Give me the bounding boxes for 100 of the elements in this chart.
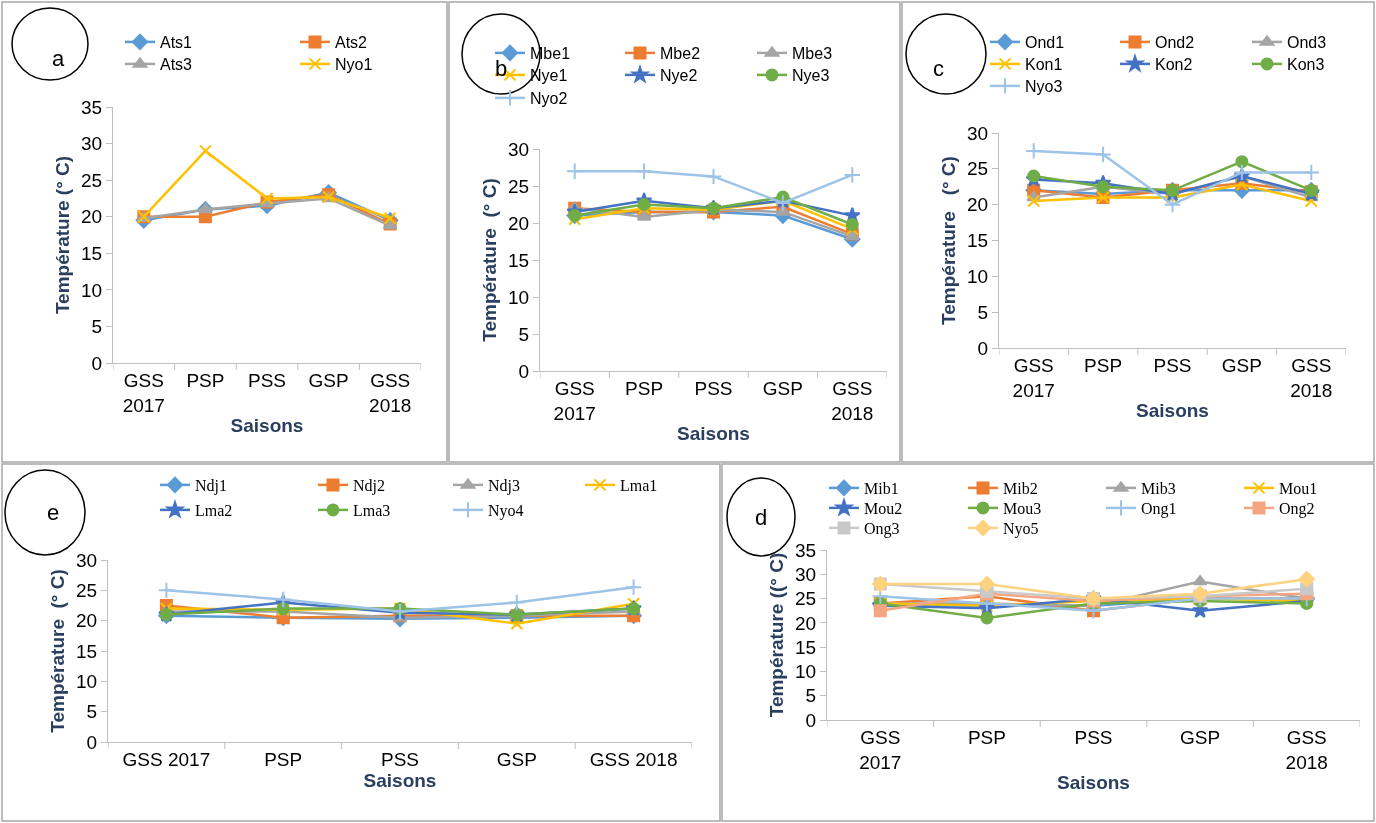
- y-axis-title: Température (° C): [478, 178, 500, 342]
- legend-label: Mou3: [1003, 500, 1042, 518]
- y-tick-label: 35: [795, 539, 817, 561]
- y-tick-label: 5: [977, 301, 989, 323]
- x-tick-label: GSP: [496, 748, 537, 770]
- legend-label: Nye3: [792, 67, 830, 85]
- x-tick-label: GSS 2017: [553, 377, 596, 424]
- legend-label: Nye2: [660, 67, 698, 85]
- x-tick-label: GSS 2018: [369, 369, 412, 416]
- legend-label: Ond2: [1155, 34, 1195, 52]
- text: c: [933, 56, 944, 81]
- legend-label: Ndj3: [488, 477, 520, 496]
- y-tick-label: 10: [76, 670, 98, 692]
- y-axis-title: Température (° C): [937, 156, 959, 325]
- legend-label: Ong2: [1279, 500, 1315, 519]
- x-tick-label: GSS 2017: [122, 748, 211, 770]
- x-tick-label: GSS 2018: [1290, 354, 1333, 401]
- y-tick-label: 15: [795, 636, 817, 658]
- legend-label: Kon2: [1155, 56, 1193, 74]
- x-tick-label: GSS 2018: [589, 748, 678, 770]
- y-tick-label: 25: [508, 175, 530, 197]
- y-tick-label: 0: [805, 709, 817, 731]
- legend-label: Ats3: [160, 56, 193, 74]
- legend-label: Nyo2: [530, 90, 568, 108]
- text: e: [47, 500, 60, 525]
- legend-label: Lma1: [620, 477, 658, 495]
- legend-label: Kon1: [1025, 56, 1063, 74]
- legend-label: Ong1: [1141, 500, 1177, 519]
- legend-label: Mib3: [1141, 480, 1176, 498]
- legend-label: Kon3: [1287, 56, 1325, 74]
- x-tick-label: PSS: [380, 748, 420, 770]
- y-axis-title: Température ((° C): [765, 552, 787, 718]
- legend-label: Mou1: [1279, 480, 1318, 498]
- y-tick-label: 30: [81, 133, 103, 155]
- y-tick-label: 25: [81, 169, 103, 191]
- y-tick-label: 0: [977, 337, 989, 359]
- x-axis-title: Saisons: [1057, 772, 1130, 794]
- y-tick-label: 30: [967, 122, 989, 144]
- text: a: [52, 46, 65, 71]
- x-tick-label: GSP: [1180, 726, 1221, 748]
- x-tick-label: GSS 2017: [122, 369, 165, 416]
- x-tick-label: PSS: [247, 369, 287, 391]
- x-tick-label: PSP: [625, 377, 664, 399]
- legend-label: Ndj1: [195, 477, 227, 496]
- y-tick-label: 10: [508, 286, 530, 308]
- legend-label: Ats1: [160, 34, 193, 52]
- y-tick-label: 10: [81, 279, 103, 301]
- legend-label: Mbe2: [660, 45, 701, 63]
- y-tick-label: 15: [81, 242, 103, 264]
- y-tick-label: 20: [508, 212, 530, 234]
- legend-label: Mou2: [864, 500, 903, 518]
- y-axis-title: Température (° C): [46, 569, 68, 733]
- x-axis-title: Saisons: [363, 769, 437, 791]
- y-axis-title: Température (° C): [51, 155, 73, 315]
- y-tick-label: 30: [76, 549, 98, 571]
- x-tick-label: GSS 2017: [1012, 354, 1055, 401]
- y-tick-label: 0: [91, 352, 103, 374]
- x-tick-label: GSS 2017: [859, 726, 902, 773]
- y-tick-label: 30: [795, 563, 817, 585]
- legend-label: Lma3: [353, 502, 391, 520]
- x-tick-label: GSP: [762, 377, 803, 399]
- y-tick-label: 20: [81, 206, 103, 228]
- x-tick-label: PSP: [1084, 354, 1123, 376]
- x-axis-title: Saisons: [230, 415, 304, 437]
- legend-label: Nyo5: [1003, 520, 1039, 539]
- x-tick-label: PSS: [694, 377, 733, 399]
- x-tick-label: GSP: [308, 369, 349, 391]
- y-tick-label: 0: [86, 731, 98, 753]
- legend-label: Ats2: [335, 34, 368, 52]
- y-tick-label: 15: [508, 249, 530, 271]
- x-tick-label: PSS: [1074, 726, 1113, 748]
- y-tick-label: 15: [967, 230, 989, 252]
- legend-label: Lma2: [195, 502, 233, 520]
- y-tick-label: 5: [91, 316, 103, 338]
- y-tick-label: 5: [805, 685, 817, 707]
- y-tick-label: 25: [967, 158, 989, 180]
- x-tick-label: GSP: [1221, 354, 1262, 376]
- legend-label: Ond3: [1287, 34, 1327, 52]
- y-tick-label: 5: [86, 701, 98, 723]
- legend-label: Ndj2: [353, 477, 385, 496]
- legend-label: Ong3: [864, 520, 900, 539]
- legend-label: Mbe3: [792, 45, 833, 63]
- x-axis-title: Saisons: [1136, 400, 1209, 422]
- legend-label: Nyo1: [335, 56, 373, 74]
- y-tick-label: 25: [795, 588, 817, 610]
- y-tick-label: 20: [76, 610, 98, 632]
- y-tick-label: 25: [76, 579, 98, 601]
- legend-label: Mib1: [864, 480, 899, 498]
- x-axis-title: Saisons: [677, 423, 750, 445]
- y-tick-label: 35: [81, 96, 103, 118]
- y-tick-label: 15: [76, 640, 98, 662]
- y-tick-label: 5: [518, 323, 530, 345]
- legend-label: Nyo4: [488, 502, 524, 521]
- y-tick-label: 10: [795, 661, 817, 683]
- text: d: [755, 505, 768, 530]
- y-tick-label: 10: [967, 265, 989, 287]
- x-tick-label: PSP: [967, 726, 1006, 748]
- y-tick-label: 30: [508, 138, 530, 160]
- y-tick-label: 20: [795, 612, 817, 634]
- y-tick-label: 20: [967, 194, 989, 216]
